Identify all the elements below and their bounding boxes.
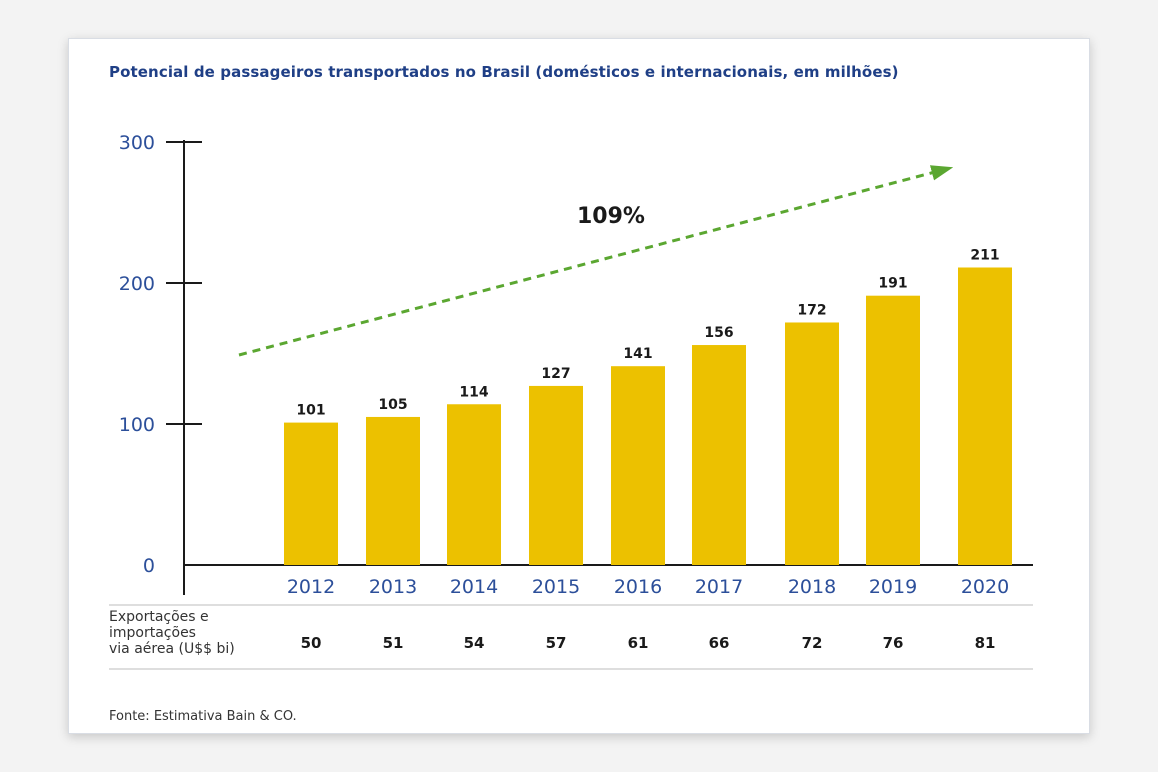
bar-value-label: 172 bbox=[797, 302, 826, 318]
bar-value-label: 101 bbox=[296, 403, 325, 419]
exports-value: 81 bbox=[975, 634, 996, 652]
bar bbox=[284, 422, 338, 565]
x-tick-label: 2015 bbox=[532, 576, 580, 598]
bar-value-label: 141 bbox=[623, 346, 652, 362]
bar-value-label: 127 bbox=[541, 366, 570, 382]
exports-value: 72 bbox=[802, 634, 823, 652]
bar-chart: 0 100 200 300 101 2012 105 2013 114 2014 127 2015 14… bbox=[109, 132, 1033, 670]
exports-value: 76 bbox=[883, 634, 904, 652]
exports-value: 57 bbox=[546, 634, 567, 652]
bar-value-label: 156 bbox=[704, 325, 733, 341]
growth-percent-label: 109% bbox=[577, 204, 645, 229]
bar-value-label: 105 bbox=[378, 397, 407, 413]
bar-value-label: 191 bbox=[878, 276, 907, 292]
bar bbox=[692, 345, 746, 565]
x-tick-label: 2016 bbox=[614, 576, 662, 598]
bar bbox=[611, 366, 665, 565]
bar bbox=[366, 416, 420, 565]
bar bbox=[785, 322, 839, 565]
bar bbox=[529, 385, 583, 565]
bar-value-label: 211 bbox=[970, 247, 999, 263]
exports-value: 61 bbox=[628, 634, 649, 652]
x-tick-label: 2013 bbox=[369, 576, 417, 598]
exports-value: 50 bbox=[301, 634, 322, 652]
exports-value: 51 bbox=[383, 634, 404, 652]
exports-row-label: Exportações e importações via aérea (U$$… bbox=[109, 609, 235, 657]
y-tick-label: 100 bbox=[119, 414, 155, 436]
source-note: Fonte: Estimativa Bain & CO. bbox=[109, 709, 297, 724]
chart-title: Potencial de passageiros transportados n… bbox=[109, 63, 899, 81]
bar-value-label: 114 bbox=[459, 384, 488, 400]
x-tick-label: 2012 bbox=[287, 576, 335, 598]
x-tick-label: 2014 bbox=[450, 576, 498, 598]
chart-card: Potencial de passageiros transportados n… bbox=[68, 38, 1090, 734]
x-tick-label: 2020 bbox=[961, 576, 1009, 598]
bar bbox=[447, 404, 501, 565]
bar bbox=[958, 267, 1012, 565]
growth-arrow bbox=[238, 165, 954, 357]
y-tick-label: 300 bbox=[119, 132, 155, 154]
bar bbox=[866, 295, 920, 565]
y-tick-label: 0 bbox=[143, 555, 155, 577]
y-tick-label: 200 bbox=[119, 273, 155, 295]
exports-value: 54 bbox=[464, 634, 485, 652]
x-tick-label: 2019 bbox=[869, 576, 917, 598]
x-tick-label: 2018 bbox=[788, 576, 836, 598]
x-tick-label: 2017 bbox=[695, 576, 743, 598]
exports-value: 66 bbox=[709, 634, 730, 652]
